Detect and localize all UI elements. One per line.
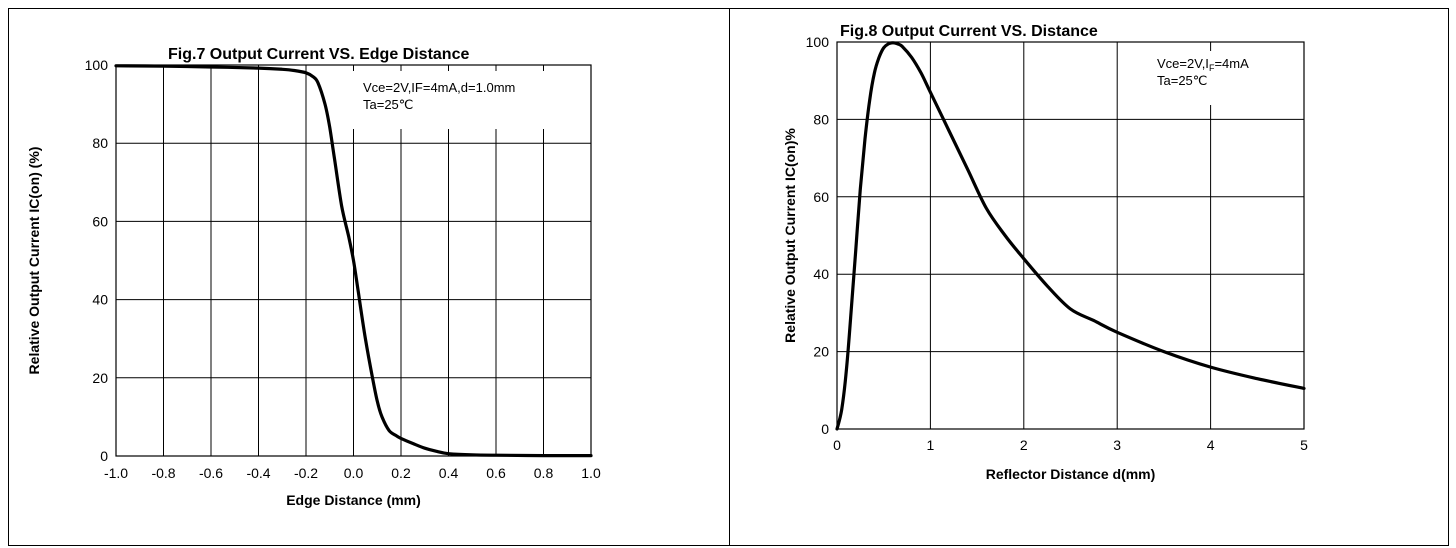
- x-tick-label: -0.8: [151, 465, 175, 481]
- x-tick-label: 0: [833, 437, 841, 453]
- condition-annotation: Ta=25℃: [1157, 73, 1207, 88]
- condition-annotation: Vce=2V,IF=4mA,d=1.0mm: [363, 80, 515, 95]
- chart-title: Fig.8 Output Current VS. Distance: [840, 23, 1098, 40]
- x-tick-label: -0.2: [294, 465, 318, 481]
- x-axis-label: Edge Distance (mm): [286, 492, 421, 508]
- y-tick-label: 80: [813, 111, 829, 127]
- y-tick-label: 60: [92, 213, 108, 229]
- x-tick-label: 0.2: [391, 465, 411, 481]
- annotation-box: [351, 71, 583, 129]
- y-axis-label: Relative Output Current IC(on)%: [782, 128, 798, 343]
- x-tick-label: -1.0: [104, 465, 128, 481]
- series-line: [114, 64, 593, 458]
- fig8-panel: 0 1 2 3 4 5 0 20 40 60 80 100 Vce=2V,IF=4mA Ta=25℃ Fig…: [729, 8, 1449, 546]
- y-tick-label: 20: [813, 344, 829, 360]
- y-tick-label: 80: [92, 135, 108, 151]
- y-tick-label: 0: [100, 448, 108, 464]
- y-tick-label: 100: [806, 34, 830, 50]
- x-tick-label: -0.4: [246, 465, 270, 481]
- y-axis-label: Relative Output Current IC(on) (%): [26, 147, 42, 375]
- y-tick-label: 40: [813, 266, 829, 282]
- x-tick-label: 5: [1300, 437, 1308, 453]
- x-tick-label: 0.4: [439, 465, 459, 481]
- x-axis-label: Reflector Distance d(mm): [986, 466, 1156, 482]
- y-tick-label: 0: [821, 421, 829, 437]
- x-tick-label: 4: [1207, 437, 1215, 453]
- y-tick-label: 40: [92, 292, 108, 308]
- x-tick-label: 2: [1020, 437, 1028, 453]
- y-tick-label: 20: [92, 370, 108, 386]
- y-tick-label: 60: [813, 189, 829, 205]
- fig7-chart: -1.0 -0.8 -0.6 -0.4 -0.2 0.0 0.2 0.4 0.6 0.8 1.0 0 2…: [26, 46, 601, 508]
- chart-title: Fig.7 Output Current VS. Edge Distance: [168, 46, 469, 63]
- x-tick-label: 0.6: [486, 465, 506, 481]
- plot-frame: [836, 41, 1305, 430]
- plot-frame: [115, 64, 592, 457]
- x-tick-label: 0.8: [534, 465, 554, 481]
- fig7-panel: -1.0 -0.8 -0.6 -0.4 -0.2 0.0 0.2 0.4 0.6 0.8 1.0 0 2…: [8, 8, 730, 546]
- x-tick-label: 1.0: [581, 465, 601, 481]
- y-tick-label: 100: [85, 57, 109, 73]
- x-tick-label: 3: [1113, 437, 1121, 453]
- x-tick-label: 1: [927, 437, 935, 453]
- condition-annotation: Vce=2V,IF=4mA: [1157, 56, 1249, 73]
- x-tick-label: -0.6: [199, 465, 223, 481]
- annotation-box: [1148, 51, 1298, 105]
- series-line: [835, 41, 1306, 431]
- condition-annotation: Ta=25℃: [363, 97, 413, 112]
- x-tick-label: 0.0: [344, 465, 364, 481]
